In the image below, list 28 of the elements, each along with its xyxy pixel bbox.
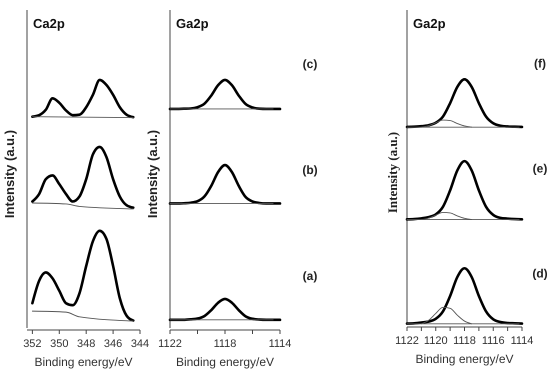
x-tick-label: 352 [23, 338, 42, 350]
x-axis-title: Binding energy/eV [176, 355, 274, 369]
x-tick-label: 1114 [510, 335, 534, 347]
x-tick-label: 1120 [424, 335, 448, 347]
chart-title: Ga2p [176, 16, 209, 31]
x-tick-label: 1118 [453, 335, 476, 347]
x-tick-label: 1122 [395, 335, 419, 347]
text: (a) [302, 269, 318, 283]
x-tick-label: 348 [77, 338, 96, 350]
x-tick-label: 1122 [158, 338, 182, 350]
text: (e) [532, 162, 548, 176]
x-tick-label: 346 [104, 338, 122, 350]
text: (d) [532, 266, 548, 280]
x-axis-title: Binding energy/eV [415, 352, 514, 366]
chart-title: Ga2p [413, 16, 446, 31]
chart-title: Ca2p [33, 16, 65, 31]
x-tick-label: 1114 [268, 338, 292, 350]
text: (c) [302, 57, 318, 71]
text: (f) [534, 56, 546, 70]
x-tick-label: 344 [130, 338, 150, 350]
x-tick-label: 1116 [482, 335, 505, 347]
text: (b) [302, 163, 318, 177]
x-tick-label: 350 [50, 338, 68, 350]
y-axis-title: Intensity (a.u.) [385, 132, 400, 214]
x-tick-label: 1118 [214, 338, 236, 350]
y-axis-title: Intensity (a.u.) [2, 130, 17, 218]
y-axis-title: Intensity (a.u.) [145, 130, 160, 218]
x-axis-title: Binding energy/eV [34, 355, 133, 369]
